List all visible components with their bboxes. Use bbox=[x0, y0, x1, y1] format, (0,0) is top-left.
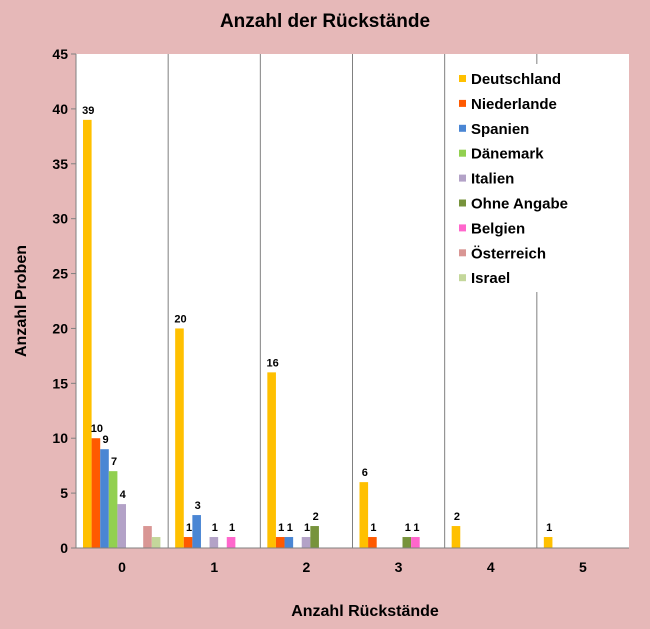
x-tick-label: 1 bbox=[210, 559, 218, 575]
y-axis-ticks: 0 5 10 15 20 25 30 35 40 45 bbox=[52, 46, 76, 556]
legend-label: Dänemark bbox=[471, 146, 544, 163]
legend-label: Belgien bbox=[471, 220, 525, 237]
y-tick-label: 5 bbox=[60, 485, 68, 501]
legend-swatch bbox=[459, 149, 466, 157]
data-label: 2 bbox=[313, 511, 319, 523]
bar bbox=[100, 449, 109, 548]
bar bbox=[543, 537, 553, 548]
bar bbox=[183, 537, 193, 548]
x-tick-label: 2 bbox=[303, 559, 311, 575]
bar bbox=[117, 504, 126, 548]
bar bbox=[83, 119, 92, 548]
x-tick-label: 5 bbox=[579, 559, 587, 575]
y-tick-label: 20 bbox=[52, 320, 68, 336]
y-tick-label: 40 bbox=[52, 101, 68, 117]
data-label: 39 bbox=[82, 105, 94, 117]
data-label: 4 bbox=[120, 489, 127, 501]
bar bbox=[359, 482, 369, 548]
legend-swatch bbox=[459, 99, 466, 107]
legend-swatch bbox=[459, 199, 466, 207]
bar bbox=[284, 537, 294, 548]
y-tick-label: 0 bbox=[60, 540, 68, 556]
data-label: 1 bbox=[370, 522, 376, 534]
bar bbox=[402, 537, 412, 548]
bar bbox=[192, 515, 201, 548]
bar bbox=[451, 526, 461, 548]
y-tick-label: 25 bbox=[52, 266, 68, 282]
data-label: 1 bbox=[304, 522, 310, 534]
data-label: 1 bbox=[278, 522, 284, 534]
data-label: 1 bbox=[186, 522, 192, 534]
data-label: 1 bbox=[287, 522, 293, 534]
bar bbox=[267, 372, 276, 548]
legend-label: Italien bbox=[471, 171, 514, 188]
data-label: 16 bbox=[267, 357, 279, 369]
legend-label: Ohne Angabe bbox=[471, 196, 568, 213]
data-label: 1 bbox=[229, 522, 235, 534]
x-axis-title: Anzahl Rückstände bbox=[291, 603, 439, 620]
legend-label: Österreich bbox=[471, 245, 546, 262]
bar bbox=[275, 537, 285, 548]
bar bbox=[151, 537, 161, 548]
y-tick-label: 10 bbox=[52, 430, 68, 446]
chart-title: Anzahl der Rückstände bbox=[220, 11, 430, 32]
x-tick-label: 3 bbox=[395, 559, 403, 575]
bar bbox=[209, 537, 219, 548]
bar bbox=[368, 537, 377, 548]
legend-box bbox=[452, 64, 608, 292]
legend-swatch bbox=[459, 174, 466, 182]
x-tick-label: 4 bbox=[487, 559, 495, 575]
legend-label: Spanien bbox=[471, 121, 529, 138]
x-axis-ticks: 0 1 2 3 4 5 bbox=[118, 559, 587, 575]
bar bbox=[310, 526, 319, 548]
legend-swatch bbox=[459, 224, 466, 232]
bar bbox=[143, 526, 152, 548]
x-tick-label: 0 bbox=[118, 559, 126, 575]
bar bbox=[91, 438, 101, 548]
legend-swatch bbox=[459, 274, 466, 282]
bar bbox=[175, 328, 184, 548]
y-tick-label: 45 bbox=[52, 46, 68, 62]
data-label: 20 bbox=[174, 313, 186, 325]
y-tick-label: 15 bbox=[52, 375, 68, 391]
data-label: 2 bbox=[454, 511, 460, 523]
y-axis-title: Anzahl Proben bbox=[13, 245, 30, 357]
bar bbox=[301, 537, 311, 548]
category-separators bbox=[167, 54, 538, 548]
bar bbox=[411, 537, 420, 548]
y-tick-label: 35 bbox=[52, 156, 68, 172]
legend-label: Deutschland bbox=[471, 71, 561, 88]
bar bbox=[108, 471, 118, 548]
bar bbox=[226, 537, 236, 548]
legend-swatch bbox=[459, 75, 466, 82]
data-label: 7 bbox=[111, 456, 117, 468]
data-label: 1 bbox=[212, 522, 218, 534]
data-label: 1 bbox=[546, 522, 552, 534]
data-label: 6 bbox=[362, 467, 368, 479]
bars bbox=[83, 119, 553, 548]
legend-swatch bbox=[459, 124, 466, 132]
data-label: 9 bbox=[102, 434, 108, 446]
legend-swatch bbox=[459, 249, 466, 257]
legend-label: Niederlande bbox=[471, 96, 557, 113]
data-label: 1 bbox=[405, 522, 411, 534]
data-label: 1 bbox=[413, 522, 419, 534]
data-label: 10 bbox=[91, 423, 103, 435]
data-label: 3 bbox=[195, 500, 201, 512]
y-tick-label: 30 bbox=[52, 211, 68, 227]
legend: Deutschland Niederlande Spanien Dänemark Ita… bbox=[452, 64, 608, 292]
legend-label: Israel bbox=[471, 270, 510, 287]
